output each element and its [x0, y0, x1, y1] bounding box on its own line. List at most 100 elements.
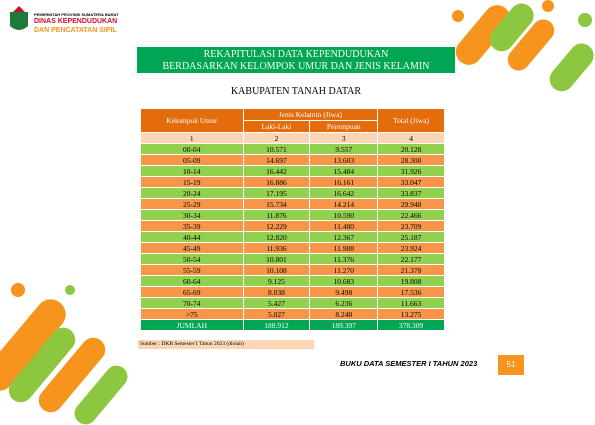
cell: 13.275: [377, 308, 445, 320]
header-row: Kelompok Umur Jenis Kelamin (Jiwa) Total (…: [140, 108, 445, 133]
cell: 55-59: [140, 264, 244, 276]
cell: 31.926: [377, 165, 445, 177]
table-row: >75 5.027 8.248 13.275: [140, 308, 445, 320]
cell: 13.603: [309, 154, 379, 166]
cell: 14.697: [242, 154, 311, 166]
cell: 11.270: [309, 264, 379, 276]
agency: DAN PENCATATAN SIPIL: [34, 27, 117, 34]
table-row: 70-74 5.427 6.236 11.663: [140, 297, 445, 309]
table-row: 40-44 12.820 12.367 25.187: [140, 231, 445, 243]
cell: 3: [309, 132, 379, 144]
table-row: 50-54 10.801 11.376 22.177: [140, 253, 445, 265]
table-row: 30-34 11.876 10.590 22.466: [140, 209, 445, 221]
cell: 65-69: [140, 286, 244, 298]
cell: 28.300: [377, 154, 445, 166]
cell: 14.214: [309, 198, 379, 210]
table-row: 05-09 14.697 13.603 28.300: [140, 154, 445, 166]
cell: 11.480: [309, 220, 379, 232]
cell: 8.248: [309, 308, 379, 320]
cell: 11.936: [242, 242, 311, 254]
table-row: 60-64 9.125 10.683 19.808: [140, 275, 445, 287]
cell: 11.376: [309, 253, 379, 265]
table-row: 15-19 16.886 16.161 33.047: [140, 176, 445, 188]
cell: >75: [140, 308, 244, 320]
cell: 29.948: [377, 198, 445, 210]
table-row: 45-49 11.936 11.988 23.924: [140, 242, 445, 254]
header-cell: Kelompok Umur: [140, 108, 244, 133]
cell: 10.571: [242, 143, 311, 155]
header-cell: Jenis Kelamin (Jiwa): [242, 108, 379, 121]
cell: 16.442: [242, 165, 311, 177]
cell: 23.709: [377, 220, 445, 232]
header-cell: Laki-Laki: [242, 120, 311, 133]
region: KABUPATEN TANAH DATAR: [230, 86, 362, 97]
cell: 40-44: [140, 231, 244, 243]
table: Kelompok Umur Jenis Kelamin (Jiwa) Total (…: [140, 108, 445, 331]
table-row: 55-59 10.108 11.270 21.378: [140, 264, 445, 276]
header-row: Laki-Laki Perempuan: [141, 120, 445, 133]
table-body: Kelompok Umur Jenis Kelamin (Jiwa) Total (…: [140, 108, 445, 331]
cell: 15.484: [309, 165, 379, 177]
cell: 25-29: [140, 198, 244, 210]
header-cell: Total (Jiwa): [377, 108, 445, 133]
title: REKAPITULASI DATA KEPENDUDUKAN: [203, 49, 389, 60]
cell: 30-34: [140, 209, 244, 221]
cell: 8.038: [242, 286, 311, 298]
cell: 5.427: [242, 297, 311, 309]
cell: 70-74: [140, 297, 244, 309]
cell: 17.195: [242, 187, 311, 199]
agency: DINAS KEPENDUDUKAN: [34, 18, 118, 25]
cell: 16.642: [309, 187, 379, 199]
cell: 2: [242, 132, 311, 144]
cell: 6.236: [309, 297, 379, 309]
cell: 12.820: [242, 231, 311, 243]
cell: 05-09: [140, 154, 244, 166]
page-number: 51: [506, 360, 516, 369]
cell: 189.397: [309, 319, 379, 331]
cell: 50-54: [140, 253, 244, 265]
cell: 23.924: [377, 242, 445, 254]
cell: 22.466: [377, 209, 445, 221]
cell: 15.734: [242, 198, 311, 210]
cell: 33.837: [377, 187, 445, 199]
table-row: 35-39 12.229 11.480 23.709: [140, 220, 445, 232]
header-cell: Perempuan: [309, 120, 379, 133]
cell: 33.047: [377, 176, 445, 188]
cell: 15-19: [140, 176, 244, 188]
cell: 12.229: [242, 220, 311, 232]
cell: 10.108: [242, 264, 311, 276]
province: PEMERINTAH PROVINSI SUMATERA BARAT: [34, 12, 119, 17]
cell: 16.161: [309, 176, 379, 188]
cell: 188.912: [242, 319, 311, 331]
cell: 17.536: [377, 286, 445, 298]
cell: 12.367: [309, 231, 379, 243]
cell: 11.663: [377, 297, 445, 309]
cell: 22.177: [377, 253, 445, 265]
cell: 10-14: [140, 165, 244, 177]
cell: 1: [140, 132, 244, 144]
cell: 21.378: [377, 264, 445, 276]
source: Sumber : DKB Semester I Tahun 2023 (diol…: [140, 341, 244, 347]
table-row: 65-69 8.038 9.498 17.536: [140, 286, 445, 298]
table-row: 00-04 10.571 9.557 20.128: [140, 143, 445, 155]
cell: 16.886: [242, 176, 311, 188]
table-row: 25-29 15.734 14.214 29.948: [140, 198, 445, 210]
footer-book: BUKU DATA SEMESTER I TAHUN 2023: [340, 359, 478, 368]
cell: 9.557: [309, 143, 379, 155]
cell: 60-64: [140, 275, 244, 287]
cell: 11.988: [309, 242, 379, 254]
cell: 10.683: [309, 275, 379, 287]
cell: 11.876: [242, 209, 311, 221]
cell: 378.309: [377, 319, 445, 331]
table-row: 20-24 17.195 16.642 33.837: [140, 187, 445, 199]
cell: 9.498: [309, 286, 379, 298]
cell: 19.808: [377, 275, 445, 287]
cell: 00-04: [140, 143, 244, 155]
cell: 25.187: [377, 231, 445, 243]
cell: 10.590: [309, 209, 379, 221]
cell: JUMLAH: [140, 319, 244, 331]
cell: 5.027: [242, 308, 311, 320]
